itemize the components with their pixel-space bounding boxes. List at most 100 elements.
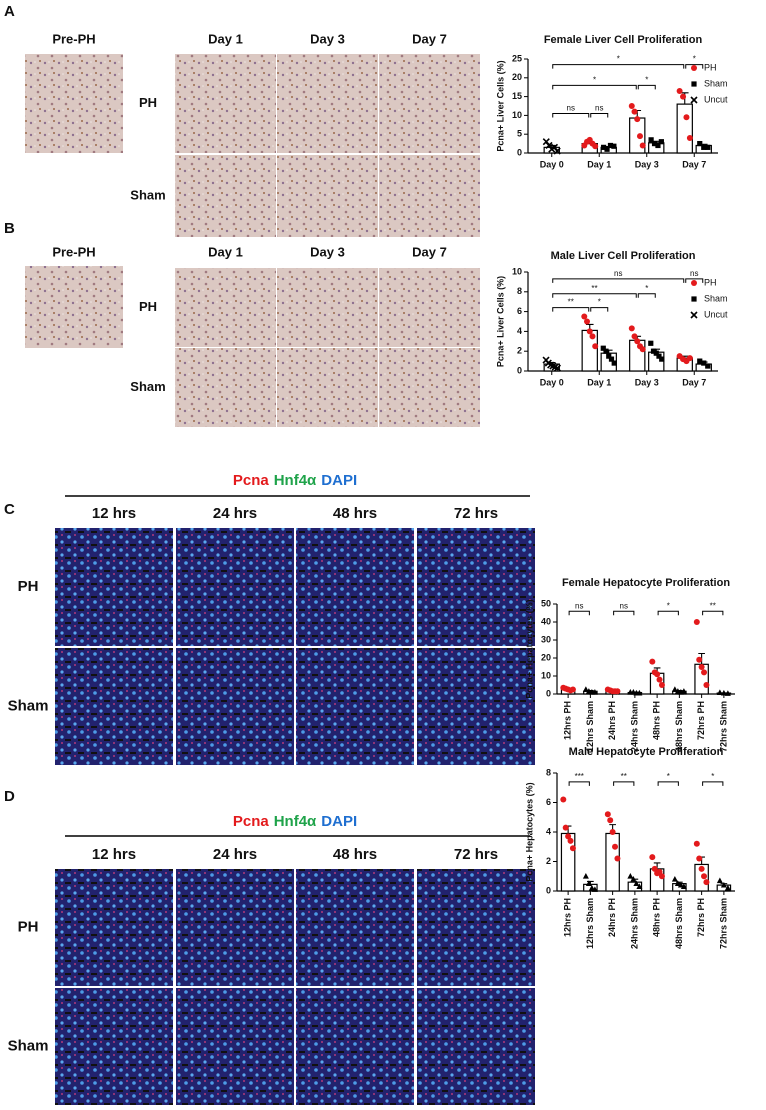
significance-label: ns [567, 104, 575, 113]
data-point [636, 689, 643, 696]
micrograph [417, 648, 535, 765]
x-tick-label: Day 7 [682, 159, 706, 169]
y-tick-label: 5 [517, 129, 522, 139]
y-tick-label: 10 [541, 670, 551, 680]
chart-title: Female Hepatocyte Proliferation [562, 577, 730, 589]
data-point [588, 884, 595, 891]
data-point [651, 865, 658, 872]
y-tick-label: 20 [512, 72, 522, 82]
significance-label: * [711, 772, 714, 781]
column-label: Day 1 [208, 244, 243, 259]
x-tick-label: 12hrs PH [563, 898, 573, 937]
stain-name: Pcna [233, 813, 270, 830]
significance-bracket [657, 781, 679, 786]
data-point [658, 139, 664, 145]
data-point [604, 146, 610, 152]
y-tick-label: 8 [546, 767, 551, 777]
significance-bracket [657, 610, 679, 616]
significance-label: ** [710, 601, 716, 610]
significance-label: ** [568, 298, 574, 307]
data-point [592, 343, 599, 350]
micrograph [176, 648, 294, 765]
data-point [648, 340, 654, 346]
y-tick-label: 6 [546, 797, 551, 807]
data-point [585, 880, 592, 887]
row-label: PH [139, 299, 157, 314]
y-tick-label: 25 [512, 53, 522, 63]
data-point [582, 686, 589, 692]
x-tick-label: Day 1 [587, 377, 611, 387]
data-point [628, 325, 635, 332]
x-tick-label: Day 1 [587, 159, 611, 169]
x-tick-label: 12hrs PH [563, 701, 573, 740]
data-point [614, 688, 621, 695]
micrograph [296, 869, 414, 986]
legend-marker [690, 96, 698, 104]
data-point [592, 143, 599, 150]
x-tick-label: 12hrs Sham [585, 898, 595, 949]
data-point [680, 883, 687, 889]
significance-bracket [552, 84, 637, 90]
row-label: Sham [8, 697, 49, 714]
data-point [611, 143, 617, 149]
data-point [701, 873, 708, 880]
data-point [631, 333, 638, 340]
micrograph [417, 528, 535, 646]
data-point [680, 93, 687, 100]
row-label: PH [139, 95, 157, 110]
data-point [671, 686, 678, 692]
data-point [701, 669, 708, 676]
y-axis-label: Pcna+ Liver Cells (%) [495, 60, 505, 151]
x-tick-label: Day 3 [635, 377, 659, 387]
micrograph [55, 869, 173, 986]
significance-label: * [593, 75, 596, 84]
data-point [612, 843, 619, 850]
data-point [586, 328, 593, 335]
micrograph [277, 54, 378, 153]
column-label: 24 hrs [213, 505, 257, 522]
x-tick-label: 24hrs Sham [629, 701, 639, 752]
y-tick-label: 4 [517, 326, 522, 336]
data-point [696, 855, 703, 862]
data-point [693, 840, 700, 847]
significance-label: * [645, 284, 648, 293]
y-tick-label: 0 [546, 885, 551, 895]
significance-bracket [552, 278, 685, 283]
data-point [633, 880, 640, 887]
micrograph [25, 266, 123, 348]
data-point [703, 682, 710, 688]
y-tick-label: 50 [541, 598, 551, 608]
micrograph [277, 348, 378, 427]
significance-label: * [667, 601, 670, 610]
column-label: 12 hrs [92, 846, 136, 863]
legend-label: PH [704, 277, 717, 287]
data-point [676, 87, 683, 94]
legend-marker [691, 65, 697, 71]
y-tick-label: 15 [512, 91, 522, 101]
micrograph [175, 155, 276, 237]
data-point [716, 689, 723, 695]
legend-label: Sham [704, 78, 728, 88]
x-tick-label: 72hrs PH [696, 898, 706, 937]
y-tick-label: 2 [546, 856, 551, 866]
row-label: PH [18, 918, 39, 935]
micrograph [175, 54, 276, 153]
chart-title: Male Liver Cell Proliferation [551, 250, 696, 262]
significance-bracket [637, 293, 656, 298]
column-label: 48 hrs [333, 846, 377, 863]
significance-bracket [552, 113, 590, 118]
micrograph [379, 54, 480, 153]
data-point [584, 318, 591, 325]
stain-name: Hnf4α [274, 813, 317, 830]
significance-label: * [598, 298, 601, 307]
data-point [656, 868, 663, 875]
y-tick-label: 8 [517, 286, 522, 296]
significance-label: ns [690, 269, 698, 278]
data-point [724, 884, 731, 891]
data-point [649, 854, 656, 861]
data-point [608, 356, 615, 362]
x-tick-label: Day 0 [540, 159, 564, 169]
data-point [581, 313, 588, 320]
panel-label: B [4, 220, 15, 237]
